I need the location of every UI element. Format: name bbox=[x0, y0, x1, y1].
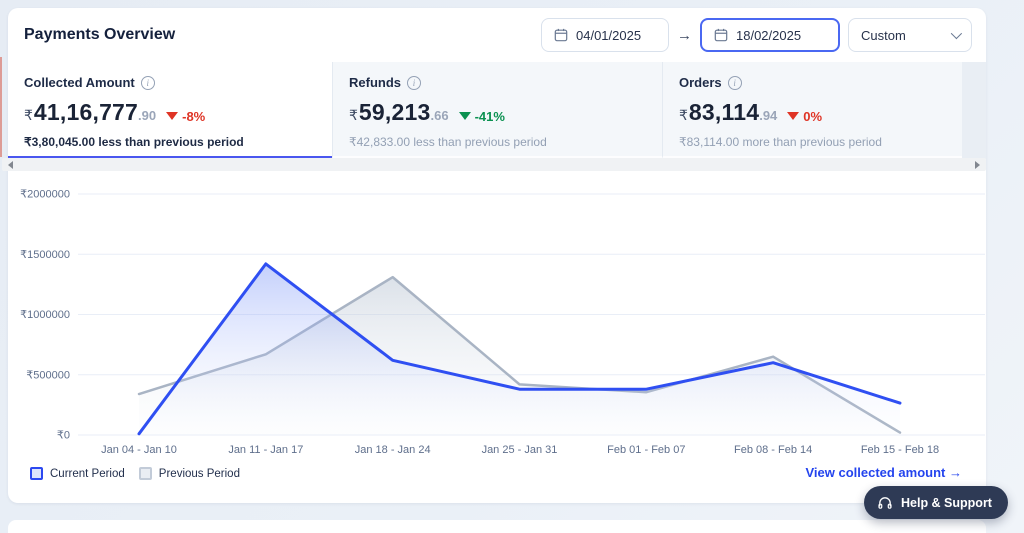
chart-legend: Current Period Previous Period bbox=[30, 467, 240, 480]
stat-value-decimals: .66 bbox=[430, 108, 449, 123]
delta-value: -41% bbox=[474, 108, 505, 124]
help-support-label: Help & Support bbox=[901, 495, 992, 510]
series-area bbox=[139, 263, 900, 435]
tab-label: Orders bbox=[679, 75, 722, 90]
headphones-icon bbox=[878, 496, 892, 509]
payments-trend-chart: ₹0 ₹500000 ₹1000000 ₹1500000 ₹2000000 Jan 04 … bbox=[8, 172, 986, 464]
series-line bbox=[137, 262, 902, 436]
calendar-icon bbox=[714, 28, 728, 42]
stat-tabs: Collected Amount ₹ 41,16,777 .90 -8% ₹3,… bbox=[8, 62, 986, 159]
date-range-controls: 04/01/2025 → 18/02/2025 Custom bbox=[541, 18, 972, 52]
info-icon[interactable] bbox=[140, 75, 155, 90]
stat-value: 83,114 bbox=[688, 99, 760, 125]
date-from-input[interactable]: 04/01/2025 bbox=[541, 18, 669, 52]
date-from-value: 04/01/2025 bbox=[576, 27, 642, 43]
calendar-icon bbox=[554, 28, 568, 42]
y-axis-tick: ₹1000000 bbox=[20, 309, 70, 321]
stat-value: 59,213 bbox=[358, 99, 431, 125]
y-axis-tick: ₹1500000 bbox=[20, 249, 70, 261]
delta-value: -8% bbox=[182, 108, 206, 124]
tab-refunds[interactable]: Refunds ₹ 59,213 .66 -41% ₹42,833.00 les… bbox=[332, 62, 662, 159]
range-preset-value: Custom bbox=[861, 27, 906, 43]
view-collected-amount-link[interactable]: View collected amount → bbox=[805, 465, 962, 480]
payments-overview-card: Payments Overview 04/01/2025 → bbox=[8, 8, 986, 503]
date-to-input[interactable]: 18/02/2025 bbox=[700, 18, 840, 52]
x-axis-tick: Jan 25 - Jan 31 bbox=[482, 444, 558, 456]
scroll-left-icon[interactable] bbox=[8, 161, 13, 169]
date-to-value: 18/02/2025 bbox=[736, 27, 802, 43]
comparison-text: ₹3,80,045.00 less than previous period bbox=[24, 135, 244, 149]
tabs-scrollbar[interactable] bbox=[2, 158, 986, 171]
triangle-down-icon bbox=[458, 112, 471, 120]
range-preset-select[interactable]: Custom bbox=[848, 18, 972, 52]
tab-collected-amount[interactable]: Collected Amount ₹ 41,16,777 .90 -8% ₹3,… bbox=[8, 62, 332, 159]
legend-label: Previous Period bbox=[158, 467, 240, 480]
legend-item-previous-period[interactable]: Previous Period bbox=[138, 467, 240, 480]
currency-symbol: ₹ bbox=[349, 107, 358, 123]
x-axis-tick: Feb 15 - Feb 18 bbox=[861, 444, 939, 456]
date-range-arrow: → bbox=[677, 26, 692, 44]
stat-value: 41,16,777 bbox=[33, 99, 139, 125]
chevron-down-icon bbox=[950, 27, 963, 40]
currency-symbol: ₹ bbox=[679, 107, 688, 123]
delta-badge: -41% bbox=[458, 108, 505, 124]
y-axis-tick: ₹2000000 bbox=[20, 189, 70, 201]
delta-badge: 0% bbox=[787, 109, 822, 124]
stat-value-decimals: .90 bbox=[138, 108, 157, 123]
y-axis-tick: ₹500000 bbox=[26, 369, 70, 381]
y-axis-tick: ₹0 bbox=[57, 430, 70, 442]
tab-label: Refunds bbox=[349, 75, 401, 90]
tab-orders[interactable]: Orders ₹ 83,114 .94 0% ₹83,114.00 more t… bbox=[662, 62, 962, 159]
tab-label: Collected Amount bbox=[24, 75, 135, 90]
triangle-down-icon bbox=[787, 112, 800, 120]
info-icon[interactable] bbox=[727, 75, 742, 90]
current-period-swatch bbox=[30, 467, 43, 480]
x-axis-tick: Jan 18 - Jan 24 bbox=[355, 444, 431, 456]
next-section-card bbox=[8, 520, 986, 533]
comparison-text: ₹83,114.00 more than previous period bbox=[679, 135, 882, 149]
delta-value: 0% bbox=[803, 108, 823, 124]
scroll-right-icon[interactable] bbox=[975, 161, 980, 169]
legend-label: Current Period bbox=[50, 467, 125, 480]
area-chart-canvas: ₹0 ₹500000 ₹1000000 ₹1500000 ₹2000000 Jan 04 … bbox=[20, 189, 985, 456]
page-title: Payments Overview bbox=[24, 26, 176, 43]
triangle-down-icon bbox=[166, 112, 179, 120]
stat-value-decimals: .94 bbox=[759, 108, 778, 123]
left-edge-artifact bbox=[0, 57, 2, 157]
x-axis-tick: Feb 08 - Feb 14 bbox=[734, 444, 812, 456]
legend-item-current-period[interactable]: Current Period bbox=[30, 467, 125, 480]
currency-symbol: ₹ bbox=[24, 107, 33, 123]
x-axis-tick: Jan 11 - Jan 17 bbox=[228, 444, 303, 456]
previous-period-swatch bbox=[138, 467, 152, 480]
x-axis-tick: Feb 01 - Feb 07 bbox=[607, 444, 685, 456]
delta-badge: -8% bbox=[166, 109, 205, 124]
help-support-button[interactable]: Help & Support bbox=[864, 486, 1008, 519]
info-icon[interactable] bbox=[407, 75, 421, 90]
comparison-text: ₹42,833.00 less than previous period bbox=[349, 135, 547, 149]
x-axis-tick: Jan 04 - Jan 10 bbox=[101, 444, 177, 456]
